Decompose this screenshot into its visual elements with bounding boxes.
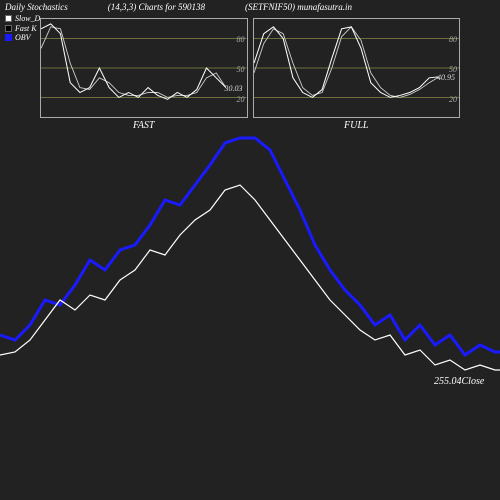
header-subtitle: (14,3,3) Charts for 590138 [108,2,205,12]
mini-right-tick-80: 80 [449,35,457,44]
main-chart [0,130,500,490]
mini-chart-right: 80 50 20 40.95 [253,18,461,118]
mini-left-tick-50: 50 [237,65,245,74]
legend-box-fast-k [5,25,12,32]
mini-right-tick-20: 20 [449,95,457,104]
legend-obv: OBV [5,33,40,43]
mini-charts-row: 80 50 20 30.03 FAST 80 50 20 40.95 FULL [0,18,500,131]
legend-label-slow-d: Slow_D [15,14,40,24]
legend: Slow_D Fast K OBV [5,14,40,43]
mini-left-tick-80: 80 [237,35,245,44]
mini-left-tick-20: 20 [237,95,245,104]
legend-box-slow-d [5,15,12,22]
close-label: 255.04Close [434,376,484,387]
header-source: (SETFNIF50) munafasutra.in [245,2,352,12]
header-title: Daily Stochastics [5,2,68,12]
legend-label-fast-k: Fast K [15,24,37,34]
legend-slow-d: Slow_D [5,14,40,24]
legend-fast-k: Fast K [5,24,40,34]
mini-chart-left-svg [41,19,247,117]
mini-chart-right-wrap: 80 50 20 40.95 FULL [253,18,461,131]
mini-right-annotation: 40.95 [437,73,455,82]
legend-label-obv: OBV [15,33,31,43]
chart-header: Daily Stochastics (14,3,3) Charts for 59… [0,0,500,14]
mini-left-annotation: 30.03 [225,84,243,93]
mini-chart-right-svg [254,19,460,117]
mini-chart-left-wrap: 80 50 20 30.03 FAST [40,18,248,131]
mini-chart-left: 80 50 20 30.03 [40,18,248,118]
legend-box-obv [5,34,12,41]
